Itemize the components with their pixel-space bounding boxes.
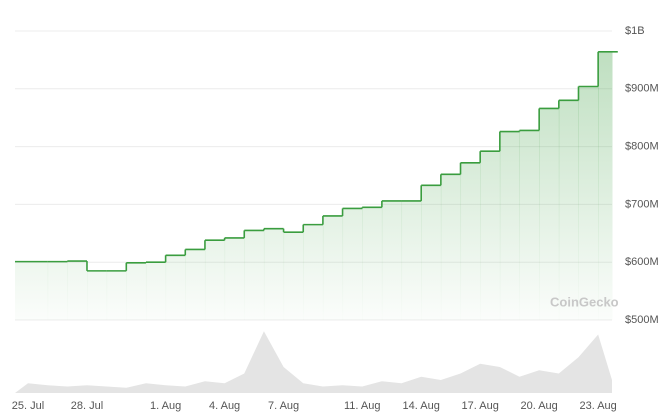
- x-tick-label: 17. Aug: [462, 400, 499, 412]
- x-tick-label: 4. Aug: [209, 400, 240, 412]
- area-segment: [480, 151, 501, 320]
- y-tick-label: $600M: [625, 256, 659, 268]
- area-segment: [204, 240, 226, 320]
- x-tick-label: 20. Aug: [520, 400, 557, 412]
- watermark: CoinGecko: [550, 294, 619, 309]
- area-segment: [401, 200, 422, 320]
- area-segment: [499, 131, 520, 320]
- area-segment: [283, 232, 304, 320]
- y-tick-label: $1B: [625, 25, 645, 37]
- area-segment: [303, 224, 324, 320]
- area-segment: [558, 100, 579, 320]
- area-segment: [362, 207, 383, 320]
- y-tick-label: $500M: [625, 314, 659, 326]
- x-tick-label: 25. Jul: [12, 400, 44, 412]
- area-segment: [598, 51, 613, 321]
- area-segment: [539, 108, 560, 321]
- area-segment: [578, 86, 599, 320]
- area-segment: [126, 262, 147, 320]
- area-segment: [47, 261, 68, 320]
- area-segment: [263, 228, 285, 320]
- x-tick-label: 7. Aug: [268, 400, 299, 412]
- y-tick-label: $700M: [625, 198, 659, 210]
- y-tick-label: $900M: [625, 83, 659, 95]
- area-segment: [145, 262, 167, 320]
- area-segment: [440, 174, 462, 320]
- area-segment: [244, 230, 265, 320]
- area-segment: [381, 200, 403, 320]
- x-tick-label: 23. Aug: [579, 400, 616, 412]
- area-segment: [185, 249, 206, 320]
- volume-area: [15, 331, 612, 393]
- area-segment: [342, 208, 363, 320]
- area-segment: [15, 261, 49, 320]
- x-tick-label: 1. Aug: [150, 400, 181, 412]
- y-tick-label: $800M: [625, 141, 659, 153]
- area-segment: [519, 130, 540, 320]
- area-segment: [106, 270, 127, 320]
- area-segment: [165, 255, 186, 320]
- area-segment: [421, 185, 442, 320]
- x-tick-label: 28. Jul: [71, 400, 103, 412]
- area-segment: [460, 162, 481, 320]
- x-tick-label: 11. Aug: [344, 400, 381, 412]
- x-tick-label: 14. Aug: [403, 400, 440, 412]
- area-segment: [67, 261, 88, 320]
- area-segment: [86, 270, 108, 320]
- area-segment: [322, 215, 344, 320]
- area-segment: [224, 237, 245, 320]
